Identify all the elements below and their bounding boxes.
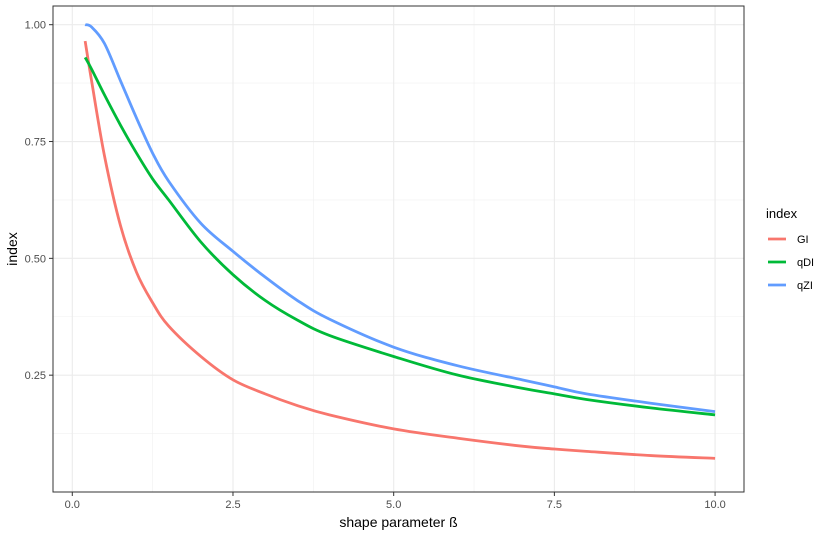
- y-axis-title: index: [4, 232, 20, 265]
- y-tick-label: 0.50: [25, 253, 46, 265]
- y-tick-label: 0.75: [25, 137, 46, 149]
- minor-gridlines: [53, 6, 744, 492]
- series-line-qdi: [83, 56, 716, 417]
- legend-label-gi: GI: [797, 234, 809, 246]
- y-axis-ticks: 0.25 0.50 0.75 1.00: [25, 20, 53, 382]
- x-tick-label: 7.5: [547, 499, 562, 511]
- legend-label-qdi: qDI: [797, 257, 814, 269]
- series-lines: [83, 23, 716, 460]
- legend-label-qzi: qZI: [797, 280, 813, 292]
- legend: index GI qDI qZI: [766, 206, 814, 292]
- y-tick-label: 1.00: [25, 20, 46, 32]
- series-line-qzi: [84, 23, 716, 414]
- series-line-gi: [83, 40, 716, 460]
- y-tick-label: 0.25: [25, 370, 46, 382]
- x-tick-label: 0.0: [65, 499, 80, 511]
- panel-border: [52, 5, 745, 493]
- x-axis-title: shape parameter ß: [339, 514, 457, 530]
- x-tick-label: 10.0: [704, 499, 725, 511]
- x-tick-label: 2.5: [225, 499, 240, 511]
- x-axis-ticks: 0.0 2.5 5.0 7.5 10.0: [65, 492, 726, 511]
- major-gridlines: [53, 6, 744, 492]
- legend-title: index: [766, 206, 798, 221]
- x-tick-label: 5.0: [386, 499, 401, 511]
